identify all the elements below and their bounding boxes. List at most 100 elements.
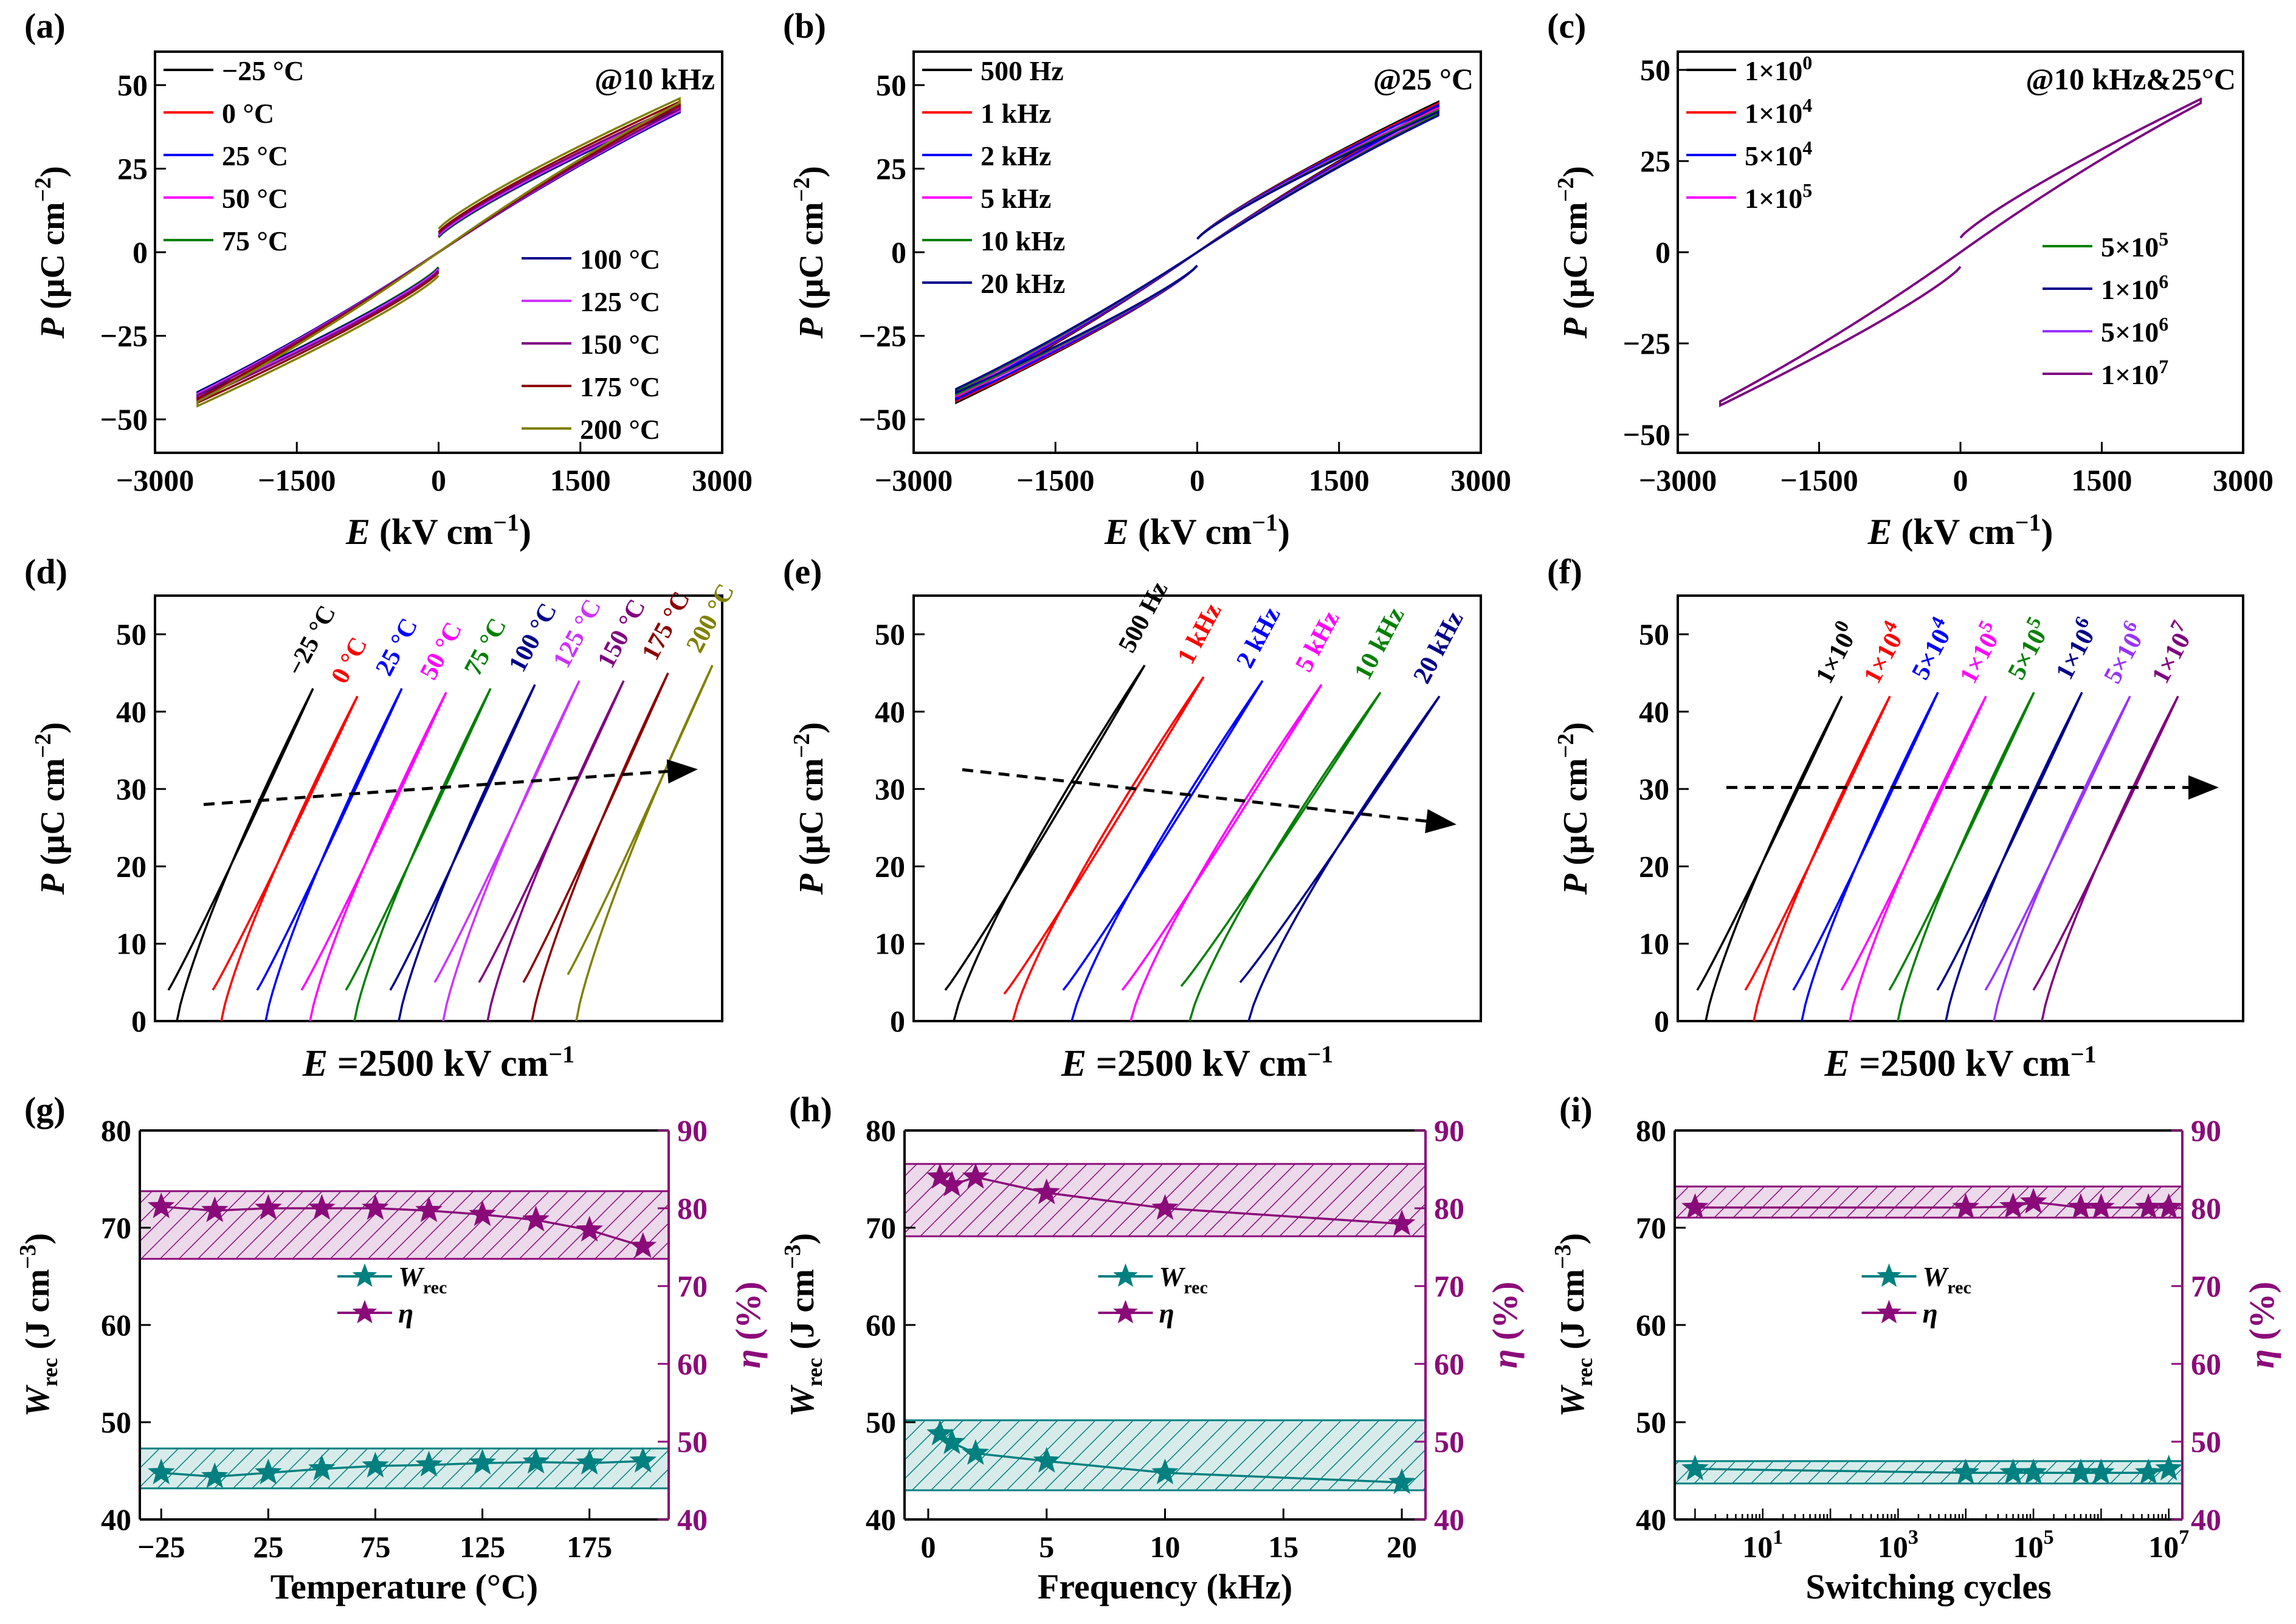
loop-label: 1×104 <box>1853 617 1913 689</box>
x-tick-label: 0 <box>1953 463 1968 497</box>
x-tick-label: 0 <box>431 463 446 497</box>
unipolar-loop-0 <box>1696 695 1843 1022</box>
x-tick-label: 125 <box>460 1530 505 1564</box>
legend-label: 150 °C <box>580 329 660 360</box>
eta-point-3 <box>1033 1178 1061 1205</box>
y-tick-label-left: 70 <box>866 1211 896 1245</box>
loop-label-text: 1×104 <box>1853 617 1913 689</box>
undefined-text: P (μC cm−2) <box>1553 722 1594 895</box>
y-tick-label: 50 <box>116 618 147 652</box>
wrec-point-7 <box>2155 1454 2183 1481</box>
x-axis-label: E =2500 kV cm−1 <box>1061 1041 1333 1084</box>
legend-label: 175 °C <box>580 371 660 402</box>
loop-label: 200 °C <box>681 579 740 657</box>
wrec-point-3 <box>308 1454 336 1481</box>
wrec-point-1 <box>1952 1458 1980 1485</box>
y-tick-label: 40 <box>1639 695 1669 729</box>
loop-label-text: 75 °C <box>459 614 512 681</box>
x-axis-label: Frequency (kHz) <box>1038 1567 1292 1606</box>
panel-label: (d) <box>24 552 67 591</box>
x-axis-label: E (kV cm−1) <box>1104 509 1290 552</box>
unipolar-loop-5 <box>1936 692 2083 1022</box>
plot-frame <box>912 594 1482 1022</box>
g: P (μC cm−2) <box>1553 722 1594 895</box>
y-tick-label: 0 <box>133 235 148 269</box>
y-axis-label-right: η (%) <box>1485 1282 1525 1369</box>
loop-label-text: 500 Hz <box>1113 577 1173 657</box>
eta-point-3 <box>2019 1188 2047 1214</box>
wrec-point-0 <box>147 1458 175 1485</box>
eta-point-5 <box>1388 1209 1416 1236</box>
trend-arrow <box>203 759 698 807</box>
y-tick-label-left: 70 <box>101 1211 131 1245</box>
condition-annotation: @10 kHz <box>595 62 715 96</box>
legend-marker-wrec <box>352 1263 377 1287</box>
panel-label: (c) <box>1547 6 1586 46</box>
eta-point-7 <box>522 1205 550 1232</box>
wrec-point-4 <box>362 1451 389 1478</box>
loop-b-neg-5 <box>955 251 1198 394</box>
x-tick-label: 15 <box>1268 1530 1298 1564</box>
undefined-text: Wrec (J cm−3) <box>1550 1233 1597 1417</box>
loop-label-text: 5×105 <box>1997 613 2057 684</box>
y-tick-label: 20 <box>1639 849 1669 883</box>
loop-label-text: 5×104 <box>1901 613 1961 684</box>
loop-a-pos-9 <box>438 97 681 253</box>
y-tick-label-right: 60 <box>1434 1347 1464 1381</box>
loop-label: 20 kHz <box>1408 607 1469 688</box>
loop-a-neg-9 <box>196 251 440 408</box>
undefined-text: Wrec (J cm−3) <box>780 1233 827 1417</box>
loop-label-text: 1×106 <box>2045 613 2105 684</box>
loop-label: 1 kHz <box>1172 599 1227 669</box>
wrec-point-4 <box>1151 1458 1179 1485</box>
wrec-point-1 <box>938 1428 966 1454</box>
unipolar-loop-3 <box>300 692 447 1022</box>
loop-a-neg-7 <box>196 251 440 401</box>
x-tick-label: 107 <box>2148 1526 2189 1564</box>
panel-label: (a) <box>24 6 66 46</box>
wrec-point-6 <box>469 1448 496 1475</box>
condition-annotation: @25 °C <box>1373 62 1474 96</box>
x-tick-label: 1500 <box>550 463 611 497</box>
wrec-point-2 <box>962 1439 990 1465</box>
legend-label-wrec: Wrec <box>1159 1261 1208 1298</box>
y-tick-label: 0 <box>1654 1004 1669 1038</box>
legend-label: 1 kHz <box>981 98 1051 129</box>
eta-point-2 <box>255 1194 282 1220</box>
legend-label: 1×104 <box>1745 94 1812 129</box>
loop-label: 1×105 <box>1954 617 2004 689</box>
eta-point-3 <box>308 1194 336 1220</box>
y-tick-label: 25 <box>117 152 148 186</box>
g: Wrec (J cm−3) <box>780 1233 827 1417</box>
y-tick-label-left: 70 <box>1636 1211 1666 1245</box>
loop-label: 1×106 <box>2045 613 2105 684</box>
undefined-text: P (μC cm−2) <box>1553 166 1594 339</box>
unipolar-loop-3 <box>1121 684 1323 1022</box>
x-tick-label: 5 <box>1039 1530 1054 1564</box>
y-tick-label-right: 80 <box>1434 1191 1464 1225</box>
g: P (μC cm−2) <box>30 722 72 895</box>
g: Wrec (J cm−3) <box>15 1233 62 1417</box>
x-tick-label: 0 <box>920 1530 936 1564</box>
plot-frame <box>154 594 723 1022</box>
eta-point-5 <box>2087 1193 2115 1219</box>
y-axis-label-right: η (%) <box>2242 1282 2281 1369</box>
y-tick-label: −50 <box>100 402 148 436</box>
eta-point-1 <box>201 1196 229 1222</box>
unipolar-loop-1 <box>1744 695 1891 1022</box>
unipolar-loop-9 <box>567 664 714 1022</box>
legend-label: 100 °C <box>580 244 660 275</box>
y-tick-label: 40 <box>875 695 905 729</box>
y-tick-label-right: 70 <box>2191 1269 2221 1303</box>
y-tick-label: 40 <box>116 695 147 729</box>
loop-a-pos-7 <box>438 103 681 253</box>
unipolar-loop-8 <box>522 672 669 1022</box>
loop-b-pos-3 <box>1196 106 1439 253</box>
y-tick-label: 50 <box>876 68 906 102</box>
x-tick-label: −3000 <box>875 463 953 497</box>
eta-point-0 <box>147 1192 175 1219</box>
undefined-text: P (μC cm−2) <box>789 166 830 339</box>
wrec-point-5 <box>1388 1468 1416 1495</box>
loop-label-text: 10 kHz <box>1349 603 1410 684</box>
